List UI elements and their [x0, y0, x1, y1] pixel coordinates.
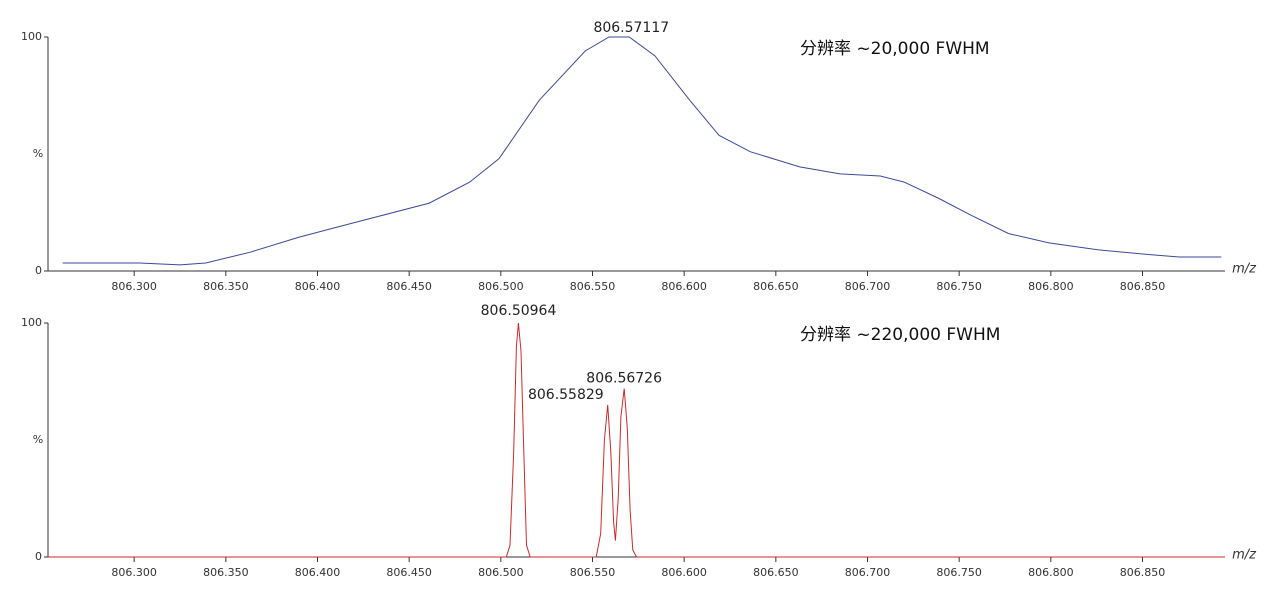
x-tick-label: 806.800 [1028, 280, 1074, 293]
x-tick-label: 806.300 [111, 566, 157, 579]
y-tick-label: 100 [21, 316, 42, 329]
y-tick-label: 0 [35, 264, 42, 277]
x-tick-label: 806.650 [753, 280, 799, 293]
x-tick-label: 806.600 [661, 566, 707, 579]
peak-label: 806.57117 [593, 20, 669, 36]
x-tick-label: 806.800 [1028, 566, 1074, 579]
y-axis-label: % [33, 147, 43, 160]
peak-label: 806.50964 [481, 303, 557, 319]
x-tick-label: 806.450 [386, 566, 432, 579]
x-tick-label: 806.650 [753, 566, 799, 579]
x-tick-label: 806.350 [203, 566, 249, 579]
x-tick-label: 806.550 [570, 280, 616, 293]
x-tick-label: 806.350 [203, 280, 249, 293]
x-tick-label: 806.850 [1120, 280, 1166, 293]
y-tick-label: 0 [35, 550, 42, 563]
resolution-annotation: 分辨率 ~220,000 FWHM [800, 325, 1000, 345]
x-tick-label: 806.550 [570, 566, 616, 579]
x-tick-label: 806.850 [1120, 566, 1166, 579]
x-tick-label: 806.300 [111, 280, 157, 293]
x-axis-label: m/z [1232, 262, 1257, 277]
x-tick-label: 806.400 [295, 566, 341, 579]
x-tick-label: 806.750 [936, 566, 982, 579]
x-tick-label: 806.500 [478, 566, 524, 579]
x-tick-label: 806.700 [845, 280, 891, 293]
peak-label: 806.55829 [528, 387, 604, 403]
x-tick-label: 806.750 [936, 280, 982, 293]
resolution-annotation: 分辨率 ~20,000 FWHM [800, 39, 990, 59]
y-tick-label: 100 [21, 30, 42, 43]
x-tick-label: 806.400 [295, 280, 341, 293]
spectrum-line [48, 322, 1225, 558]
y-axis-label: % [33, 433, 43, 446]
x-tick-label: 806.700 [845, 566, 891, 579]
peak-label: 806.56726 [586, 371, 662, 387]
spectrum-line [62, 36, 1222, 266]
x-tick-label: 806.450 [386, 280, 432, 293]
x-tick-label: 806.500 [478, 280, 524, 293]
x-axis-label: m/z [1232, 548, 1257, 563]
x-tick-label: 806.600 [661, 280, 707, 293]
